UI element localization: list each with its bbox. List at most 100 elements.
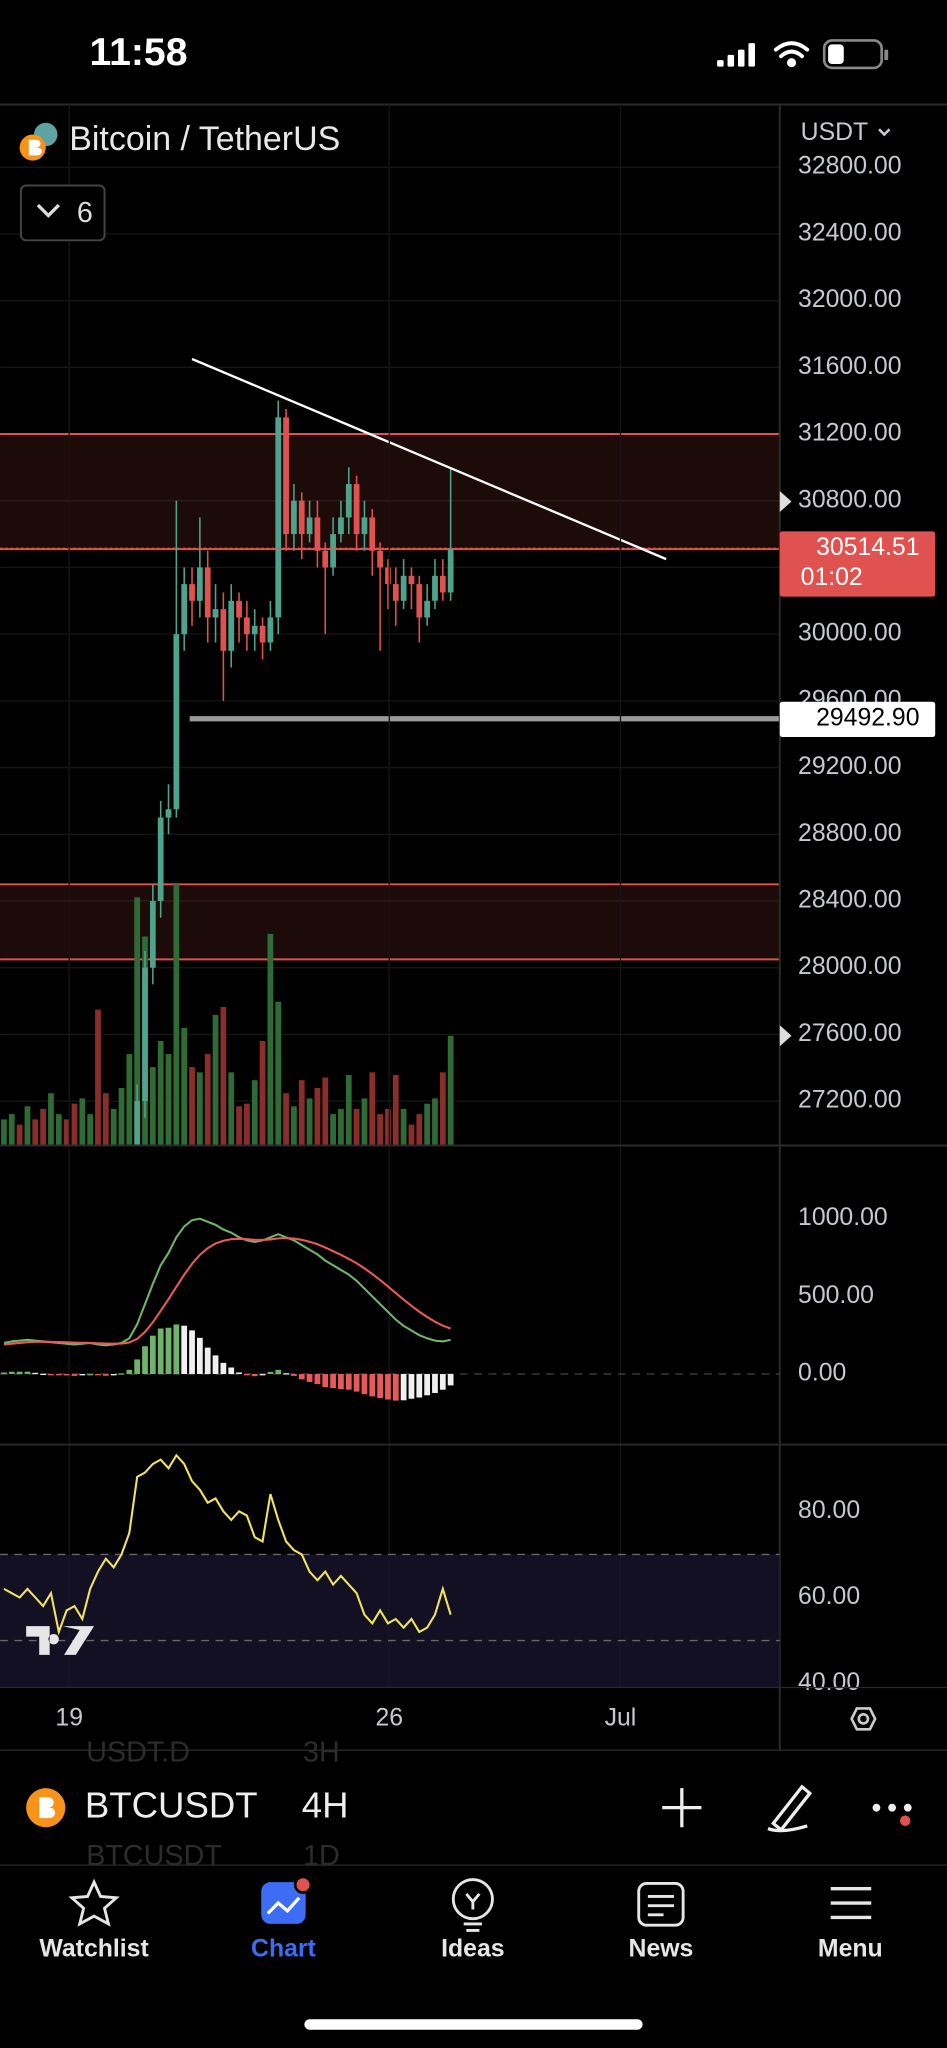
tradingview-logo	[26, 1626, 95, 1655]
tab-news[interactable]: News	[629, 1881, 694, 1963]
volume-bar	[400, 1108, 407, 1146]
trendline	[191, 357, 667, 561]
toolbar-interval[interactable]: 4H	[302, 1784, 349, 1825]
y-tick-label: 28400.00	[798, 887, 901, 914]
macd-histogram-bar	[345, 1374, 352, 1390]
volume-bar	[181, 1027, 188, 1146]
volume-bar	[236, 1106, 242, 1146]
macd-histogram-bar	[24, 1371, 31, 1375]
home-indicator	[304, 2019, 643, 2030]
wifi-icon	[773, 41, 810, 68]
macd-histogram-bar	[102, 1374, 109, 1376]
volume-bar	[408, 1124, 415, 1146]
countdown: 01:02	[801, 564, 863, 591]
candle-body	[392, 584, 399, 601]
volume-bar	[220, 1007, 227, 1146]
macd-histogram-bar	[416, 1374, 423, 1398]
status-time: 11:58	[89, 31, 187, 74]
ghost-symbol: BTCUSDT	[86, 1840, 222, 1872]
tab-menu[interactable]: Menu	[818, 1886, 883, 1963]
candle-body	[142, 967, 148, 1102]
candle-body	[275, 417, 282, 618]
macd-histogram-bar	[361, 1374, 368, 1395]
toolbar-symbol[interactable]: BTCUSDT	[85, 1784, 258, 1825]
draw-button[interactable]	[767, 1784, 813, 1833]
volume-bar	[244, 1103, 250, 1146]
tab-chart[interactable]: Chart	[251, 1875, 316, 1963]
volume-bar	[212, 1014, 219, 1146]
candle-body	[439, 575, 446, 593]
volume-bar	[71, 1103, 78, 1146]
candle-body	[447, 548, 454, 593]
macd-histogram-bar	[322, 1374, 329, 1388]
candle-body	[291, 500, 297, 535]
candle-body	[236, 600, 242, 618]
y-tick-label: 28800.00	[798, 820, 901, 847]
y-tick-label: 32800.00	[798, 153, 901, 180]
volume-bar	[1, 1119, 7, 1146]
candle-body	[369, 517, 376, 551]
macd-histogram-bar	[314, 1374, 321, 1385]
y-tick-label: 80.00	[798, 1497, 860, 1524]
macd-histogram-bar	[447, 1374, 454, 1386]
x-tick-label: Jul	[605, 1704, 637, 1731]
volume-bar	[110, 1108, 117, 1146]
add-button[interactable]	[662, 1788, 702, 1828]
volume-bar	[369, 1072, 376, 1146]
currency-select[interactable]: USDT	[801, 119, 891, 146]
indicators-toggle[interactable]: 6	[19, 184, 106, 242]
macd-histogram-bar	[71, 1374, 78, 1376]
y-tick-label: 27200.00	[798, 1087, 901, 1114]
candle-body	[314, 517, 321, 551]
more-button[interactable]	[872, 1803, 912, 1826]
y-tick-label: 31200.00	[798, 420, 901, 447]
tab-ideas[interactable]: Ideas	[441, 1878, 505, 1963]
macd-histogram-bar	[392, 1374, 399, 1401]
macd-histogram-bar	[87, 1374, 94, 1376]
macd-histogram-bar	[228, 1367, 235, 1375]
macd-histogram-bar	[291, 1374, 297, 1376]
ghost-symbol: USDT.D	[86, 1737, 190, 1769]
candle-body	[204, 567, 211, 618]
volume-bar	[157, 1040, 164, 1146]
tab-watchlist[interactable]: Watchlist	[39, 1878, 149, 1963]
macd-histogram-bar	[165, 1327, 172, 1375]
macd-histogram-bar	[439, 1374, 446, 1390]
macd-histogram-bar	[330, 1374, 336, 1389]
y-tick-label: 30800.00	[798, 486, 901, 513]
macd-histogram-bar	[236, 1372, 242, 1375]
candle-body	[165, 809, 172, 818]
x-tick-label: 19	[55, 1704, 83, 1731]
macd-histogram-bar	[181, 1325, 188, 1375]
candle-body	[353, 484, 360, 535]
candle-body	[157, 817, 164, 901]
candle-body	[306, 517, 313, 535]
x-tick-label: 26	[375, 1704, 403, 1731]
candle-body	[432, 575, 438, 601]
macd-histogram-bar	[353, 1374, 360, 1392]
y-tick-label: 28000.00	[798, 953, 901, 980]
tab-label: Menu	[818, 1936, 883, 1963]
macd-histogram-bar	[306, 1374, 313, 1382]
battery-icon	[822, 39, 889, 70]
plot-area: 19 26 Jul 32800.00 32400.00 32000.00 31600.00 3…	[0, 104, 947, 1751]
candle-body	[244, 617, 250, 635]
macd-histogram-bar	[16, 1371, 23, 1375]
macd-histogram-bar	[298, 1374, 305, 1380]
y-tick-label: 500.00	[798, 1282, 874, 1309]
ghost-interval: 3H	[303, 1737, 340, 1769]
candle-body	[408, 575, 415, 585]
macd-histogram-bar	[1, 1372, 7, 1375]
volume-bar	[298, 1080, 305, 1146]
macd-histogram-bar	[283, 1373, 289, 1375]
candle-body	[345, 484, 352, 518]
macd-histogram-bar	[408, 1374, 415, 1399]
y-tick-label: 32000.00	[798, 286, 901, 313]
tab-label: News	[629, 1936, 694, 1963]
volume-bar	[24, 1106, 31, 1146]
settings-button[interactable]	[850, 1707, 877, 1731]
candle-body	[377, 550, 383, 568]
